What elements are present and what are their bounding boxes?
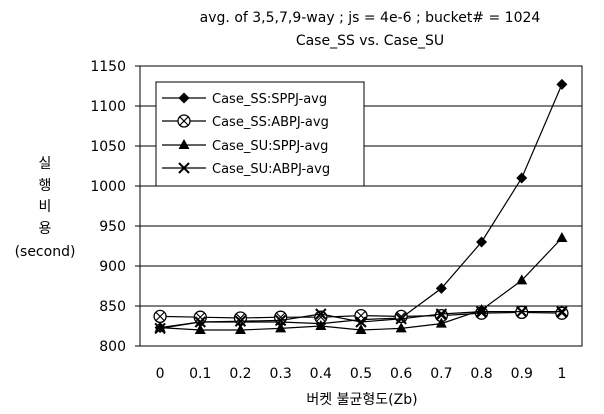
data-point [154,322,166,335]
y-tick-label: 800 [99,339,126,355]
data-point [435,317,447,328]
data-point [154,321,166,332]
y-axis-label-line: 행 [39,178,52,194]
data-point [275,322,287,333]
chart-title: avg. of 3,5,7,9-way ; js = 4e-6 ; bucket… [200,10,541,26]
y-axis-label-line: 비 [39,199,52,215]
data-point [516,305,528,318]
y-tick-label: 850 [99,299,126,315]
data-point [274,314,287,327]
legend-item: Case_SU:SPPJ-avg [162,139,328,154]
series-group [153,78,569,335]
x-tick-label: 0 [156,366,165,382]
data-point [555,306,569,320]
x-axis: 0 0.1 0.2 0.3 0.4 0.5 0.6 0.7 0.8 0.9 1 [156,366,567,382]
x-tick-label: 0.6 [390,366,412,382]
x-tick-label: 0.2 [229,366,251,382]
data-point [315,320,327,330]
data-point [435,308,448,320]
legend-marker [178,139,190,149]
data-point [516,274,528,285]
y-tick-label: 1050 [90,139,126,155]
data-point [194,316,206,328]
legend-box [155,81,365,187]
legend-item: Case_SU:ABPJ-avg [162,162,330,177]
y-axis-label-line: 실 [39,156,52,172]
data-point [395,322,407,333]
x-tick-label: 0.8 [470,366,492,382]
legend-item: Case_SS:SPPJ-avg [162,92,327,107]
y-tick-label: 1000 [90,179,126,195]
data-point [395,313,407,325]
chart-subtitle: Case_SS vs. Case_SU [296,33,444,49]
y-axis-label-line: 용 [39,221,52,237]
data-point [434,308,449,323]
legend: Case_SS:SPPJ-avg Case_SS:ABPJ-avg Case_SU:… [155,81,365,187]
data-point [475,305,488,318]
data-point [234,324,246,334]
x-tick-label: 0.1 [189,366,211,382]
data-point [355,316,367,328]
data-point [556,78,568,90]
data-point [354,308,368,323]
x-tick-label: 0.7 [430,366,452,382]
legend-label: Case_SS:SPPJ-avg [212,92,327,107]
data-point [556,305,568,318]
legend-marker [177,114,191,128]
y-tick-label: 950 [99,219,126,235]
data-point [476,236,488,248]
legend-label: Case_SU:SPPJ-avg [212,139,328,154]
x-axis-label: 버켓 불균형도(Zb) [306,392,417,408]
x-tick-label: 0.3 [270,366,292,382]
legend-marker [178,162,190,174]
data-point [355,324,367,334]
data-point [435,282,447,294]
series-x [154,305,568,335]
y-axis-label-line: (second) [15,244,76,260]
x-tick-label: 0.5 [350,366,372,382]
data-point [315,308,327,320]
data-point [153,309,167,324]
y-tick-label: 1150 [90,59,126,75]
y-tick-label: 1100 [90,99,126,115]
y-axis: 800 850 900 950 1000 1050 1100 1150 [90,59,140,355]
x-tick-label: 0.9 [511,366,533,382]
x-tick-label: 0.4 [310,366,332,382]
y-tick-label: 900 [99,259,126,275]
x-tick-label: 1 [557,366,566,382]
plot-area [139,65,583,347]
legend-label: Case_SS:ABPJ-avg [212,115,329,130]
data-point [516,172,528,184]
data-point [234,315,247,327]
legend-item: Case_SS:ABPJ-avg [162,114,329,130]
legend-label: Case_SU:ABPJ-avg [212,162,330,177]
data-point [194,324,206,334]
data-point [394,309,408,324]
legend-marker [178,92,190,104]
data-point [556,232,568,242]
